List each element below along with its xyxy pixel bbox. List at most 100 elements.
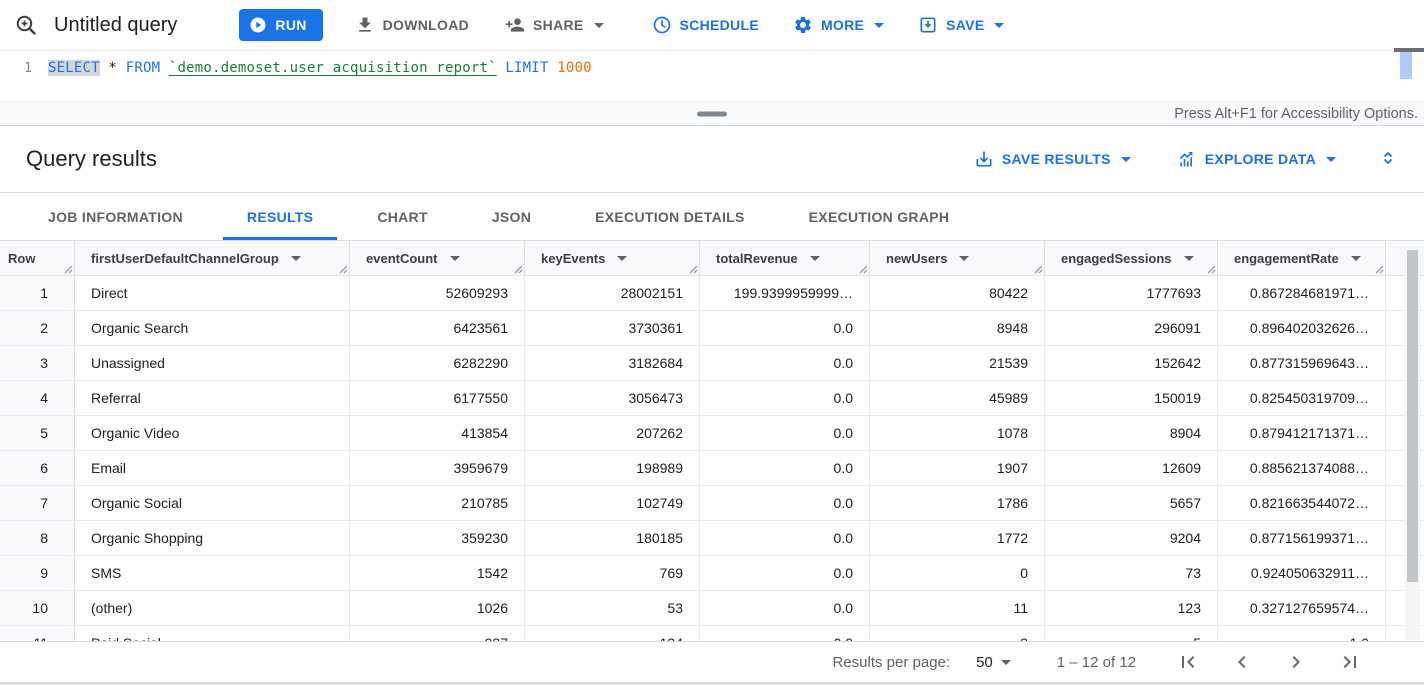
table-row: 11Paid Social9371340.0351.0 xyxy=(0,626,1424,641)
column-resize-grip[interactable] xyxy=(512,263,523,274)
sql-code-line: SELECT * FROM `demo.demoset.user_acquisi… xyxy=(48,60,592,101)
gear-icon xyxy=(793,15,813,35)
results-title: Query results xyxy=(26,146,157,171)
save-results-label: SAVE RESULTS xyxy=(1001,151,1111,167)
unfold-icon xyxy=(1378,151,1398,171)
column-resize-grip[interactable] xyxy=(337,263,348,274)
table-row: 5 Organic Video 413854 207262 0.0 1078 8904 0.8… xyxy=(0,416,1424,451)
first-page-button[interactable] xyxy=(1166,648,1210,676)
column-label: engagedSessions xyxy=(1061,250,1172,266)
save-alt-icon xyxy=(974,149,994,169)
tab-execution-graph[interactable]: EXECUTION GRAPH xyxy=(785,193,974,240)
save-results-button[interactable]: SAVE RESULTS xyxy=(970,143,1135,175)
cell: 413854 xyxy=(350,416,525,450)
column-menu-caret-icon[interactable] xyxy=(617,255,628,261)
column-label: Row xyxy=(8,250,36,266)
save-icon xyxy=(918,15,938,35)
cell: 3056473 xyxy=(525,381,700,415)
cell: 0.821663544072… xyxy=(1218,486,1386,520)
sql-keyword-select: SELECT xyxy=(48,60,100,76)
cell: 134 xyxy=(525,626,700,641)
tab-job-information[interactable]: JOB INFORMATION xyxy=(24,193,207,240)
download-label: DOWNLOAD xyxy=(382,17,470,33)
sql-keyword-limit: LIMIT xyxy=(505,60,549,76)
dropdown-caret-icon xyxy=(1120,156,1131,162)
save-button[interactable]: SAVE xyxy=(914,9,1008,41)
cell: 9204 xyxy=(1045,521,1218,555)
share-button[interactable]: SHARE xyxy=(501,9,608,41)
sql-editor[interactable]: 1 SELECT * FROM `demo.demoset.user_acqui… xyxy=(0,48,1424,101)
row-number-cell: 3 xyxy=(0,346,75,380)
dropdown-caret-icon xyxy=(874,22,885,28)
table-row: 9 SMS 1542 769 0.0 0 73 0.924050632911… xyxy=(0,556,1424,591)
row-number-cell: 11 xyxy=(0,626,75,641)
tab-execution-details[interactable]: EXECUTION DETAILS xyxy=(571,193,769,240)
cell: 28002151 xyxy=(525,276,700,310)
schedule-button[interactable]: SCHEDULE xyxy=(648,9,763,41)
table-scrollbar[interactable] xyxy=(1405,250,1420,640)
table-scrollbar-thumb[interactable] xyxy=(1407,250,1418,582)
last-page-button[interactable] xyxy=(1328,648,1372,676)
cell: 152642 xyxy=(1045,346,1218,380)
row-number-cell: 2 xyxy=(0,311,75,345)
run-button[interactable]: RUN xyxy=(239,9,323,41)
sql-table-reference[interactable]: `demo.demoset.user_acquisition_report` xyxy=(168,60,497,76)
column-resize-grip[interactable] xyxy=(1205,263,1216,274)
query-toolbar: Untitled query RUN DOWNLOAD SHARE SCHED xyxy=(0,0,1424,50)
cell: Referral xyxy=(75,381,350,415)
cell: 0.0 xyxy=(700,486,870,520)
results-tab-bar: JOB INFORMATION RESULTS CHART JSON EXECU… xyxy=(0,193,1424,241)
splitter-handle[interactable] xyxy=(697,111,727,116)
explore-data-button[interactable]: EXPLORE DATA xyxy=(1173,143,1340,175)
column-menu-caret-icon[interactable] xyxy=(1183,255,1194,261)
tab-results[interactable]: RESULTS xyxy=(223,193,337,240)
page-size-select[interactable]: 50 xyxy=(976,654,1011,671)
column-menu-caret-icon[interactable] xyxy=(290,255,301,261)
column-menu-caret-icon[interactable] xyxy=(959,255,970,261)
download-button[interactable]: DOWNLOAD xyxy=(351,9,473,41)
cell: 1.0 xyxy=(1218,626,1386,641)
next-page-button[interactable] xyxy=(1274,648,1318,676)
column-resize-grip[interactable] xyxy=(687,263,698,274)
cell: 3959679 xyxy=(350,451,525,485)
cell: 150019 xyxy=(1045,381,1218,415)
cell: 1777693 xyxy=(1045,276,1218,310)
cell: 937 xyxy=(350,626,525,641)
table-row: 3 Unassigned 6282290 3182684 0.0 21539 152642 0… xyxy=(0,346,1424,381)
more-label: MORE xyxy=(820,17,865,33)
column-menu-caret-icon[interactable] xyxy=(1350,255,1361,261)
results-header: Query results SAVE RESULTS EXPLORE DATA xyxy=(0,126,1424,193)
cell: 0.879412171371… xyxy=(1218,416,1386,450)
more-button[interactable]: MORE xyxy=(789,9,888,41)
editor-scrollbar-corner xyxy=(1394,48,1424,52)
column-header-row: Row xyxy=(0,241,75,275)
column-resize-grip[interactable] xyxy=(1032,263,1043,274)
last-page-icon xyxy=(1338,650,1362,674)
column-header-engagementRate: engagementRate xyxy=(1218,241,1386,275)
cell: 207262 xyxy=(525,416,700,450)
column-menu-caret-icon[interactable] xyxy=(449,255,460,261)
tab-json[interactable]: JSON xyxy=(468,193,555,240)
column-resize-grip[interactable] xyxy=(62,263,73,274)
sql-star: * xyxy=(108,60,118,76)
column-header-eventCount: eventCount xyxy=(350,241,525,275)
editor-scrollbar-thumb[interactable] xyxy=(1400,52,1412,79)
first-page-icon xyxy=(1176,650,1200,674)
cell: 0.0 xyxy=(700,556,870,590)
collapse-results-button[interactable] xyxy=(1378,148,1398,171)
column-header-engagedSessions: engagedSessions xyxy=(1045,241,1218,275)
cell: Organic Shopping xyxy=(75,521,350,555)
column-label: keyEvents xyxy=(541,250,606,266)
cell: 0.885621374088… xyxy=(1218,451,1386,485)
cell: 199.9399959999… xyxy=(700,276,870,310)
column-resize-grip[interactable] xyxy=(1373,263,1384,274)
previous-page-button[interactable] xyxy=(1220,648,1264,676)
chart-icon xyxy=(1177,149,1197,169)
cell: 45989 xyxy=(870,381,1045,415)
column-resize-grip[interactable] xyxy=(857,263,868,274)
cell: 0.0 xyxy=(700,416,870,450)
table-row: 8 Organic Shopping 359230 180185 0.0 1772 9204… xyxy=(0,521,1424,556)
column-menu-caret-icon[interactable] xyxy=(809,255,820,261)
column-label: engagementRate xyxy=(1234,250,1339,266)
tab-chart[interactable]: CHART xyxy=(353,193,452,240)
